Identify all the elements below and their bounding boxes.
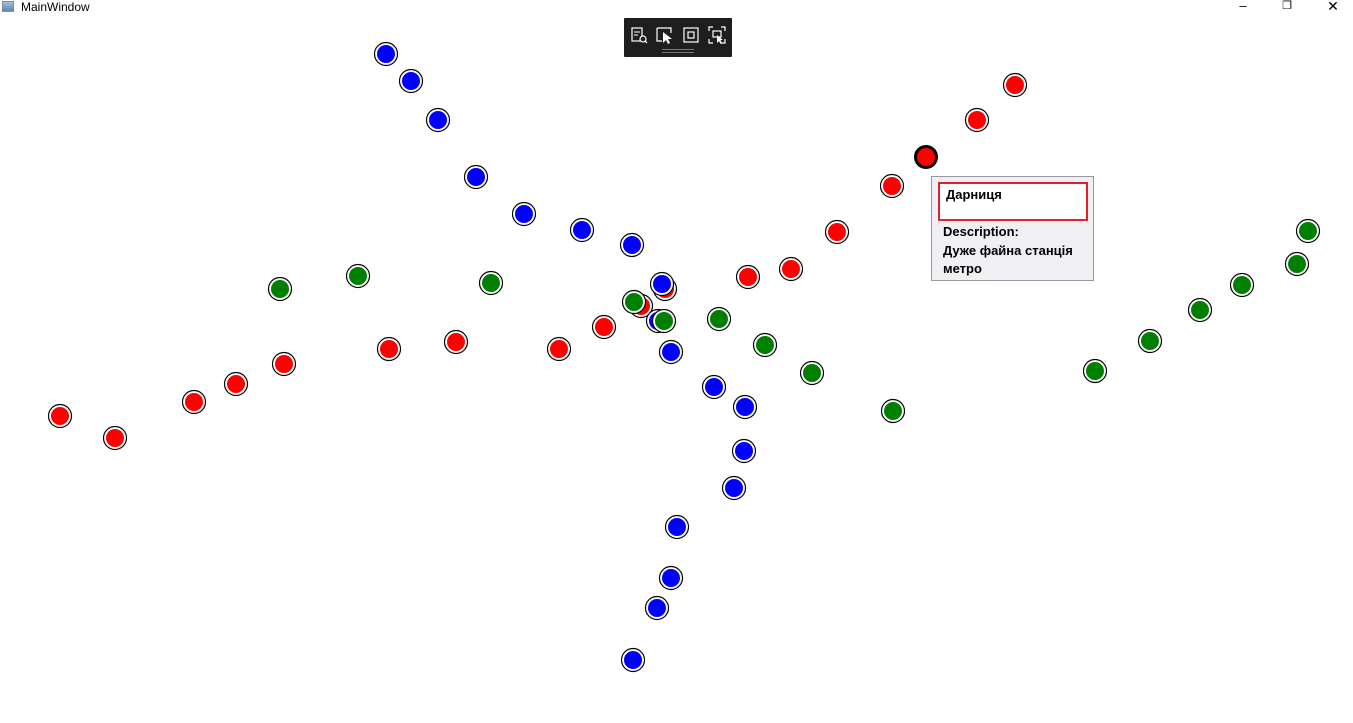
red-station-13[interactable] (778, 256, 804, 282)
minimize-icon: – (1239, 0, 1247, 13)
red-station-15[interactable] (879, 173, 905, 199)
close-button[interactable]: ✕ (1310, 0, 1353, 14)
station-description: Дуже файна станція метро (943, 243, 1073, 276)
display-adorners-button[interactable] (680, 24, 702, 46)
red-station-6[interactable] (376, 336, 402, 362)
blue-station-2[interactable] (398, 68, 424, 94)
red-station-5[interactable] (271, 351, 297, 377)
blue-station-14[interactable] (721, 475, 747, 501)
blue-station-5[interactable] (511, 201, 537, 227)
green-station-10[interactable] (1082, 358, 1108, 384)
live-visual-tree-button[interactable] (628, 24, 650, 46)
description-label: Description: (943, 224, 1019, 239)
blue-station-15[interactable] (664, 514, 690, 540)
green-station-6[interactable] (706, 306, 732, 332)
blue-station-11[interactable] (701, 374, 727, 400)
maximize-button[interactable]: ❐ (1264, 0, 1310, 14)
green-station-15[interactable] (1295, 218, 1321, 244)
restore-icon: ❐ (1282, 0, 1292, 12)
minimize-button[interactable]: – (1220, 0, 1266, 14)
station-tooltip: Дарниця Description: Дуже файна станція … (931, 176, 1094, 281)
red-line-stations (47, 72, 1028, 451)
red-station-3[interactable] (181, 389, 207, 415)
red-station-8[interactable] (546, 336, 572, 362)
red-station-14[interactable] (824, 219, 850, 245)
blue-station-3[interactable] (425, 107, 451, 133)
blue-station-8[interactable] (649, 271, 675, 297)
blue-station-13[interactable] (731, 438, 757, 464)
green-station-7[interactable] (752, 332, 778, 358)
red-station-2[interactable] (102, 425, 128, 451)
green-station-1[interactable] (267, 276, 293, 302)
green-station-12[interactable] (1187, 297, 1213, 323)
blue-station-16[interactable] (658, 565, 684, 591)
green-station-2[interactable] (345, 263, 371, 289)
green-station-14[interactable] (1284, 251, 1310, 277)
close-icon: ✕ (1327, 0, 1339, 14)
blue-station-6[interactable] (569, 217, 595, 243)
blue-station-4[interactable] (463, 164, 489, 190)
station-name-box: Дарниця (938, 182, 1088, 221)
toolbar-grip[interactable] (662, 49, 694, 53)
green-station-4[interactable] (621, 289, 647, 315)
blue-station-10[interactable] (658, 339, 684, 365)
blue-station-12[interactable] (732, 394, 758, 420)
green-station-3[interactable] (478, 270, 504, 296)
red-station-4[interactable] (223, 371, 249, 397)
selected-station (914, 145, 938, 169)
green-line-stations (267, 218, 1321, 424)
green-station-5[interactable] (651, 308, 677, 334)
visual-tree-icon (631, 27, 648, 44)
red-station-9[interactable] (591, 314, 617, 340)
blue-station-7[interactable] (619, 232, 645, 258)
green-station-9[interactable] (880, 398, 906, 424)
blue-line-stations (373, 41, 758, 673)
green-station-11[interactable] (1137, 328, 1163, 354)
track-focus-icon (708, 26, 726, 44)
red-station-18[interactable] (1002, 72, 1028, 98)
red-station-17[interactable] (964, 107, 990, 133)
blue-station-1[interactable] (373, 41, 399, 67)
station-name: Дарниця (946, 187, 1002, 202)
window-title: MainWindow (21, 0, 90, 14)
title-bar: MainWindow – ❐ ✕ (0, 0, 1353, 14)
red-station-7[interactable] (443, 329, 469, 355)
red-station-1[interactable] (47, 403, 73, 429)
red-station-12[interactable] (735, 264, 761, 290)
adorner-icon (683, 27, 699, 43)
track-focus-button[interactable] (706, 24, 728, 46)
blue-station-18[interactable] (620, 647, 646, 673)
blue-station-17[interactable] (644, 595, 670, 621)
debug-toolbar (624, 18, 732, 57)
station-darnytsia[interactable] (914, 145, 938, 169)
select-element-icon (656, 27, 672, 44)
green-station-13[interactable] (1229, 272, 1255, 298)
app-icon (2, 1, 14, 12)
select-element-button[interactable] (654, 24, 676, 46)
green-station-8[interactable] (799, 360, 825, 386)
